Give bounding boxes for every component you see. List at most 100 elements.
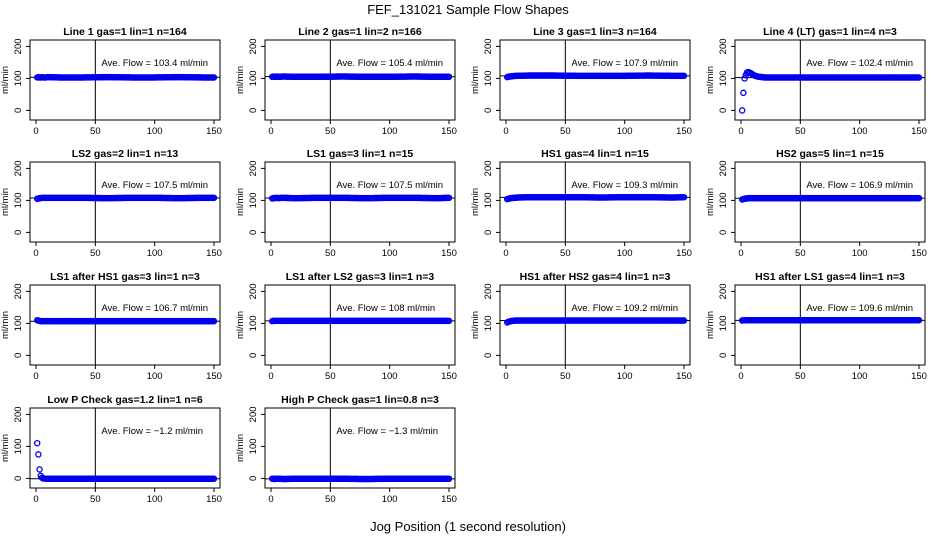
y-tick-label: 200 [718, 283, 729, 299]
x-tick-label: 0 [268, 248, 273, 259]
data-point [741, 75, 748, 82]
x-tick-label: 50 [560, 126, 571, 137]
x-tick-label: 150 [206, 126, 222, 137]
y-tick-label: 200 [483, 160, 494, 176]
x-tick-label: 100 [382, 126, 398, 137]
plot-frame [29, 39, 221, 121]
panel-14: High P Check gas=1 lin=0.8 n=3 0 100 200 ml/… [0, 0, 457, 505]
average-flow-annotation: Ave. Flow = 109.6 ml/min [806, 303, 913, 314]
plot-frame [29, 161, 221, 243]
x-tick-label: 0 [503, 371, 508, 382]
plot-frame [499, 161, 691, 243]
plot-frame [734, 161, 926, 243]
plot-frame [29, 407, 221, 489]
plot-frame [499, 39, 691, 121]
x-tick-label: 150 [676, 371, 692, 382]
panel-title: Line 4 (LT) gas=1 lin=4 n=3 [763, 26, 897, 38]
y-tick-label: 0 [248, 230, 259, 235]
y-tick-label: 200 [718, 160, 729, 176]
y-tick-label: 0 [13, 108, 24, 113]
panel-title: Line 3 gas=1 lin=3 n=164 [533, 26, 657, 38]
plot-frame [264, 39, 456, 121]
x-tick-label: 0 [268, 494, 273, 505]
x-tick-label: 150 [911, 126, 927, 137]
y-axis-label: ml/min [235, 188, 246, 216]
average-flow-annotation: Ave. Flow = 107.5 ml/min [336, 180, 443, 191]
average-flow-annotation: Ave. Flow = 107.5 ml/min [101, 180, 208, 191]
x-tick-label: 150 [441, 371, 457, 382]
data-point [680, 193, 688, 201]
y-tick-label: 0 [718, 230, 729, 235]
data-point [210, 74, 218, 81]
y-tick-label: 0 [483, 108, 494, 113]
data-point [445, 194, 453, 202]
panel-title: LS1 after HS1 gas=3 lin=1 n=3 [50, 271, 200, 283]
x-tick-label: 100 [617, 371, 633, 382]
x-tick-label: 100 [617, 126, 633, 137]
x-tick-label: 100 [147, 371, 163, 382]
y-axis-label: ml/min [470, 311, 481, 339]
panel-6: LS1 gas=3 lin=1 n=15 0 100 200 ml/min 0 50 100 1… [0, 0, 457, 259]
plot-frame [734, 284, 926, 366]
x-tick-label: 50 [795, 126, 806, 137]
x-axis-caption: Jog Position (1 second resolution) [370, 519, 566, 534]
panel-title: LS1 gas=3 lin=1 n=15 [307, 148, 414, 160]
data-point [445, 475, 453, 482]
average-flow-annotation: Ave. Flow = 105.4 ml/min [336, 58, 443, 69]
x-tick-label: 0 [33, 494, 38, 505]
data-point [36, 466, 43, 473]
y-axis-label: ml/min [235, 66, 246, 94]
average-flow-annotation: Ave. Flow = 106.9 ml/min [806, 180, 913, 191]
panel-title: HS2 gas=5 lin=1 n=15 [776, 148, 884, 160]
data-point [210, 317, 218, 325]
panel-12: HS1 after LS1 gas=4 lin=1 n=3 0 100 200 ml/m… [0, 0, 927, 382]
y-tick-label: 0 [718, 353, 729, 358]
y-tick-label: 100 [483, 315, 494, 331]
y-axis-label: ml/min [470, 66, 481, 94]
y-tick-label: 100 [483, 192, 494, 208]
data-point [740, 89, 747, 97]
x-tick-label: 50 [325, 371, 336, 382]
y-tick-label: 0 [248, 108, 259, 113]
y-axis-label: ml/min [0, 311, 11, 339]
plot-frame [29, 284, 221, 366]
y-tick-label: 200 [13, 406, 24, 422]
data-point [680, 317, 688, 324]
x-tick-label: 100 [147, 248, 163, 259]
x-tick-label: 50 [90, 494, 101, 505]
y-axis-label: ml/min [0, 66, 11, 94]
x-tick-label: 100 [852, 248, 868, 259]
y-tick-label: 200 [13, 160, 24, 176]
x-tick-label: 0 [738, 248, 743, 259]
x-tick-label: 50 [325, 494, 336, 505]
x-tick-label: 150 [441, 494, 457, 505]
y-axis-label: ml/min [705, 311, 716, 339]
plot-frame [264, 407, 456, 489]
panel-9: LS1 after HS1 gas=3 lin=1 n=3 0 100 200 ml/m… [0, 0, 234, 382]
x-tick-label: 150 [676, 248, 692, 259]
y-tick-label: 200 [248, 160, 259, 176]
x-tick-label: 50 [90, 371, 101, 382]
x-tick-label: 50 [795, 248, 806, 259]
x-tick-label: 100 [382, 371, 398, 382]
x-tick-label: 50 [560, 371, 571, 382]
plot-frame [734, 39, 926, 121]
panel-4: Line 4 (LT) gas=1 lin=4 n=3 0 100 200 ml/min… [0, 0, 927, 137]
average-flow-annotation: Ave. Flow = 109.3 ml/min [571, 180, 678, 191]
x-tick-label: 50 [90, 248, 101, 259]
plot-frame [264, 161, 456, 243]
x-tick-label: 0 [738, 126, 743, 137]
x-tick-label: 100 [147, 494, 163, 505]
panel-3: Line 3 gas=1 lin=3 n=164 0 100 200 ml/min 0 50… [0, 0, 692, 137]
